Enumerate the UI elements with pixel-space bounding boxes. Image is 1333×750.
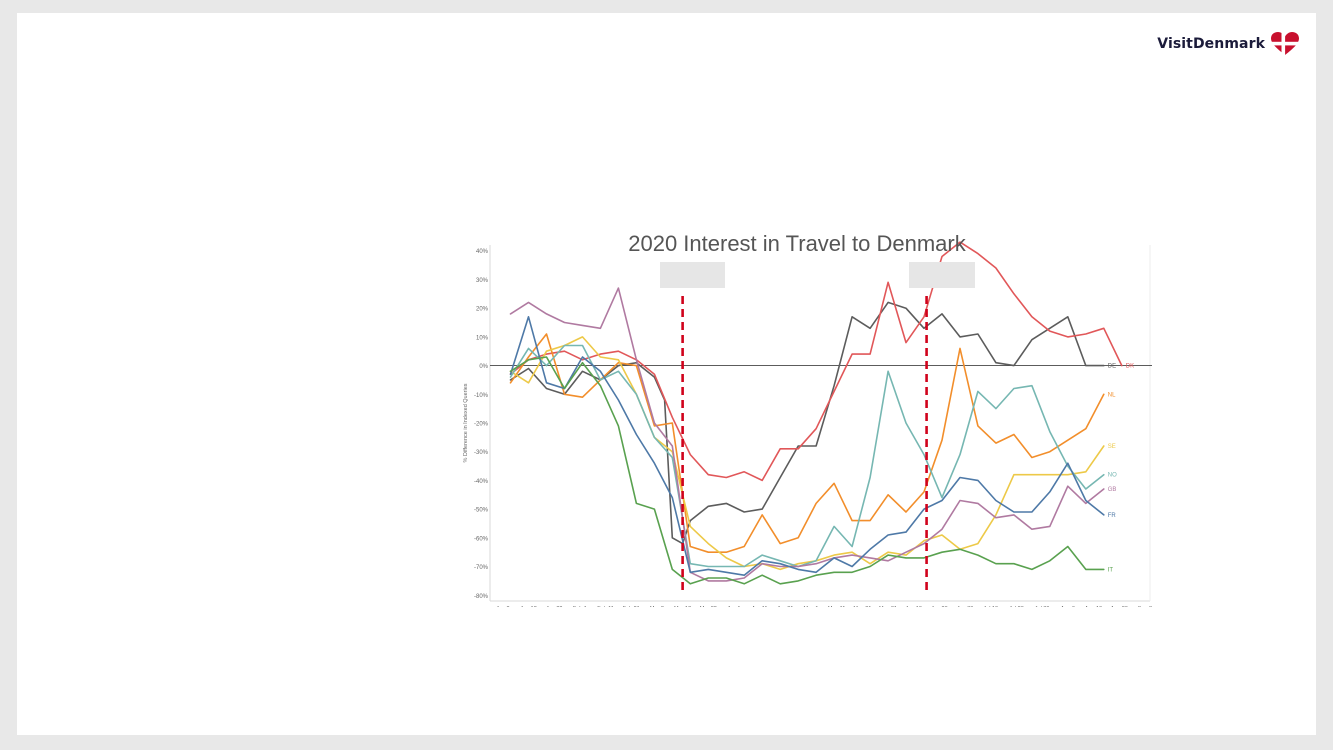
series-line-de [509, 301, 1105, 545]
x-tick-label: Feb 11 [597, 606, 614, 607]
brand-name: VisitDenmark [1157, 36, 1265, 52]
chart-svg: 40% 30% 20% 10% 0% -10% -20% -30% -40% -50% -60% -7… [463, 241, 1152, 607]
y-tick-label: 20% [476, 307, 489, 313]
series-line-no [509, 344, 1105, 568]
y-tick-label: -40% [474, 479, 489, 485]
y-tick-label: -80% [474, 594, 489, 600]
y-tick-label: -30% [474, 450, 489, 456]
heart-flag-icon [1271, 32, 1299, 56]
y-axis-title: % Difference in Indexed Queries [463, 383, 469, 462]
series-line-it [509, 356, 1105, 585]
annotation-box-2 [909, 262, 975, 288]
chart: 40% 30% 20% 10% 0% -10% -20% -30% -40% -50% -60% -7… [442, 225, 1152, 607]
series-label-de: DE [1108, 364, 1116, 370]
y-tick-label: 10% [476, 335, 489, 341]
annotation-box-1 [660, 262, 725, 288]
series-label-nl: NL [1108, 392, 1116, 398]
y-tick-label: 40% [476, 249, 489, 255]
y-tick-label: -10% [474, 393, 489, 399]
x-tick-label: Mar 22 [700, 606, 717, 607]
x-tick-label: Aug 19 [1085, 606, 1102, 607]
series-label-it: IT [1108, 567, 1114, 573]
y-tick-label: -50% [474, 508, 489, 514]
x-tick-label: Jun 20 [931, 606, 948, 607]
x-tick-label: Aug 29 [1110, 606, 1127, 607]
series-label-fr: FR [1108, 513, 1117, 519]
x-tick-label: Mar 2 [650, 606, 664, 607]
y-tick-label: 0% [479, 364, 488, 370]
slide: VisitDenmark 40% 30% 20% 10% 0% -10% -20% -30% -… [17, 13, 1316, 735]
y-tick-label: -20% [474, 422, 489, 428]
series-label-dk: DK [1126, 364, 1134, 370]
x-tick-label: Jan 2 [496, 606, 509, 607]
x-tick-label: Apr 11 [752, 606, 768, 607]
x-tick-label: Jun 10 [905, 606, 922, 607]
x-tick-label: May 21 [853, 606, 871, 607]
series-line-se [509, 336, 1105, 571]
x-tick-label: Apr 21 [777, 606, 793, 607]
series-label-gb: GB [1108, 487, 1117, 493]
x-tick-label: May 31 [879, 606, 897, 607]
x-tick-label: Aug 9 [1061, 606, 1075, 607]
x-tick-label: Jul 20 [1009, 606, 1024, 607]
x-tick-label: Jan 12 [520, 606, 537, 607]
series-line-fr [509, 316, 1105, 577]
series-label-no: NO [1108, 473, 1117, 479]
series-line-gb [509, 287, 1105, 582]
x-tick-label: Jan 22 [546, 606, 563, 607]
x-tick-label: May 1 [804, 606, 819, 607]
x-tick-label: Jul 10 [983, 606, 998, 607]
y-tick-label: 30% [476, 278, 489, 284]
x-tick-label: Sep 8 [1138, 606, 1152, 607]
x-tick-label: Feb 21 [623, 606, 640, 607]
y-tick-label: -60% [474, 536, 489, 542]
x-tick-label: Feb 1 [573, 606, 587, 607]
x-tick-label: Apr 1 [727, 606, 740, 607]
x-tick-label: Jun 30 [957, 606, 974, 607]
x-tick-label: Jul 30 [1035, 606, 1050, 607]
series-label-se: SE [1108, 444, 1116, 450]
x-tick-label: Mar 12 [674, 606, 691, 607]
brand-logo: VisitDenmark [1157, 32, 1299, 56]
y-tick-label: -70% [474, 565, 489, 571]
x-tick-label: May 11 [828, 606, 846, 607]
series-line-nl [509, 333, 1105, 554]
chart-title: 2020 Interest in Travel to Denmark [628, 231, 966, 256]
series-line-dk [509, 241, 1123, 482]
